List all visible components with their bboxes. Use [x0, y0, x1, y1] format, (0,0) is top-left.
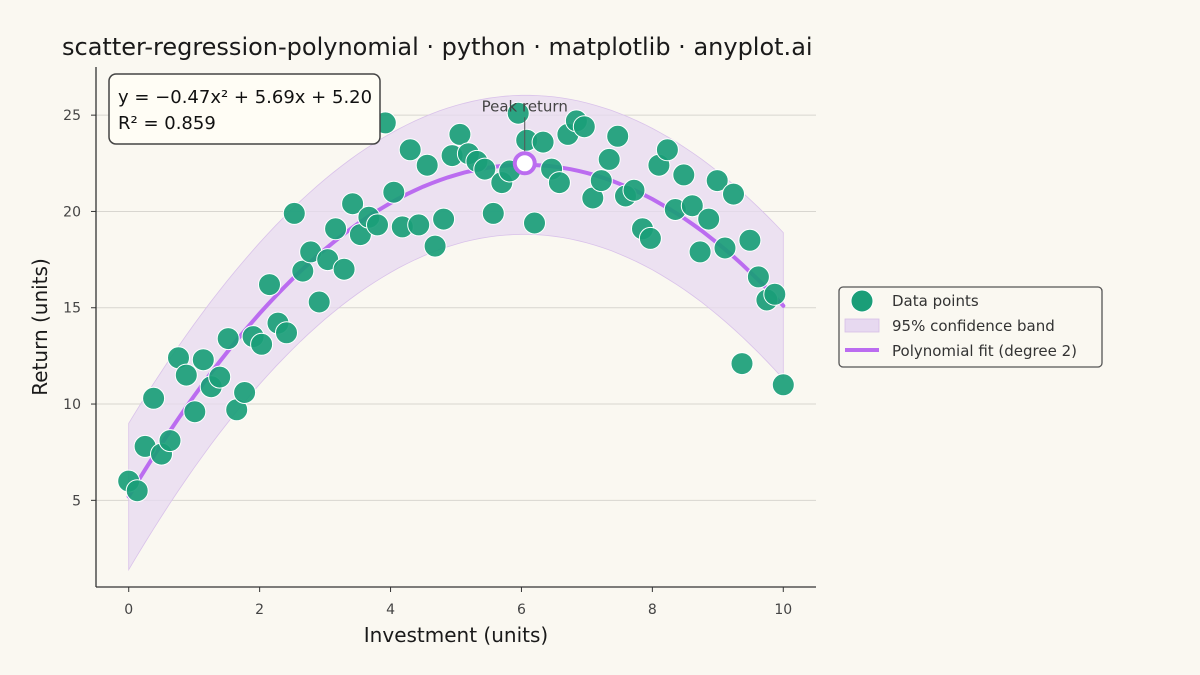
y-tick-label: 20	[63, 204, 81, 220]
x-tick-label: 10	[774, 602, 792, 618]
data-point	[672, 163, 696, 187]
legend-band-icon	[844, 318, 880, 333]
data-point	[382, 180, 406, 204]
x-tick-label: 2	[255, 602, 264, 618]
x-tick-label: 0	[124, 602, 133, 618]
equation-text: y = −0.47x² + 5.69x + 5.20	[118, 87, 372, 108]
data-point	[398, 138, 422, 162]
data-point	[275, 321, 298, 345]
data-point	[158, 429, 182, 453]
data-point	[606, 124, 630, 148]
data-point	[432, 207, 456, 231]
x-axis-label: Investment (units)	[364, 623, 548, 647]
data-points	[117, 101, 795, 503]
x-tick-label: 8	[648, 602, 657, 618]
data-point	[523, 211, 546, 235]
data-point	[174, 363, 198, 387]
data-point	[572, 115, 596, 139]
data-point	[746, 265, 770, 289]
x-tick-label: 4	[386, 602, 395, 618]
data-point	[415, 153, 439, 177]
y-tick-label: 15	[63, 301, 81, 317]
data-point	[688, 240, 712, 264]
data-point	[258, 273, 281, 297]
data-point	[655, 138, 679, 162]
data-point	[481, 201, 505, 225]
data-point	[680, 194, 704, 218]
y-tick-label: 25	[63, 108, 81, 124]
y-tick-label: 5	[72, 493, 81, 509]
data-point	[771, 373, 795, 397]
y-tick-label: 10	[63, 397, 81, 413]
data-point	[763, 282, 787, 306]
legend: Data points 95% confidence band Polynomi…	[838, 286, 1103, 368]
data-point	[125, 479, 149, 503]
data-point	[423, 234, 447, 258]
equation-box: y = −0.47x² + 5.69x + 5.20 R² = 0.859	[108, 73, 381, 145]
data-point	[332, 257, 356, 281]
r-squared-text: R² = 0.859	[118, 113, 216, 134]
data-point	[307, 290, 331, 314]
data-point	[722, 182, 745, 206]
data-point	[730, 352, 754, 376]
data-point	[713, 236, 737, 260]
data-point	[366, 213, 389, 237]
data-point	[324, 217, 348, 241]
data-point	[597, 147, 621, 171]
data-point	[233, 381, 257, 404]
data-point	[506, 101, 530, 125]
data-point	[705, 169, 729, 193]
data-point	[208, 365, 232, 389]
data-point	[622, 178, 646, 202]
data-point	[638, 226, 662, 250]
y-ticks: 5 10 15 20 25	[63, 108, 96, 509]
data-point	[738, 228, 762, 252]
data-point	[547, 171, 571, 195]
legend-item-fit-line: Polynomial fit (degree 2)	[892, 342, 1077, 360]
x-tick-label: 6	[517, 602, 526, 618]
legend-item-data-points: Data points	[892, 292, 979, 310]
chart-title: scatter-regression-polynomial · python ·…	[62, 33, 813, 61]
data-point	[697, 207, 721, 231]
data-point	[183, 400, 207, 424]
data-point	[191, 348, 215, 372]
equation-box-frame	[108, 73, 381, 145]
data-point	[142, 386, 166, 410]
data-point	[531, 130, 555, 154]
legend-item-confidence-band: 95% confidence band	[892, 317, 1055, 335]
y-axis-label: Return (units)	[28, 258, 52, 396]
data-point	[589, 169, 613, 193]
data-point	[291, 259, 315, 283]
data-point	[407, 213, 431, 237]
legend-marker-icon	[850, 289, 874, 313]
legend-frame	[838, 286, 1103, 368]
data-point	[216, 327, 240, 351]
data-point	[250, 332, 274, 356]
data-point	[448, 122, 472, 146]
data-point	[473, 157, 497, 181]
x-ticks: 0 2 4 6 8 10	[124, 587, 792, 618]
data-point	[282, 201, 306, 225]
peak-marker	[512, 151, 537, 176]
data-point	[341, 192, 365, 216]
peak-label: Peak return	[482, 97, 568, 115]
